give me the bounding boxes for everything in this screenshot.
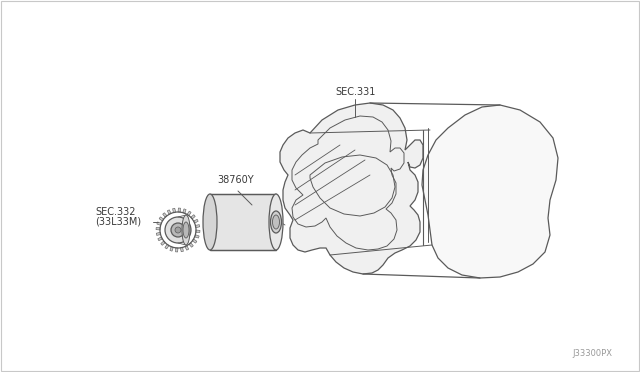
Ellipse shape	[182, 215, 190, 245]
Polygon shape	[159, 217, 164, 221]
Ellipse shape	[183, 222, 189, 238]
Text: J33300PX: J33300PX	[572, 349, 612, 358]
Ellipse shape	[273, 215, 280, 229]
Polygon shape	[195, 235, 199, 238]
Polygon shape	[175, 248, 178, 252]
Polygon shape	[163, 213, 167, 217]
Polygon shape	[187, 211, 191, 216]
Bar	[210, 194, 276, 250]
Polygon shape	[191, 215, 195, 219]
Polygon shape	[182, 209, 186, 214]
Polygon shape	[165, 244, 169, 249]
Polygon shape	[422, 105, 558, 278]
Polygon shape	[167, 210, 171, 214]
Polygon shape	[178, 208, 180, 212]
Polygon shape	[156, 227, 160, 230]
Ellipse shape	[203, 194, 217, 250]
Circle shape	[175, 227, 181, 233]
Text: SEC.332: SEC.332	[95, 207, 136, 217]
Polygon shape	[158, 237, 163, 241]
Polygon shape	[180, 247, 184, 252]
Polygon shape	[196, 230, 200, 232]
Polygon shape	[173, 208, 175, 213]
Text: SEC.331: SEC.331	[335, 87, 376, 97]
Text: 38760Y: 38760Y	[217, 175, 253, 185]
Polygon shape	[189, 243, 193, 247]
Polygon shape	[280, 103, 423, 274]
Polygon shape	[193, 219, 198, 223]
Ellipse shape	[269, 194, 283, 250]
Polygon shape	[192, 239, 197, 243]
Text: (33L33M): (33L33M)	[95, 217, 141, 227]
Polygon shape	[195, 225, 200, 228]
Ellipse shape	[271, 211, 282, 233]
Polygon shape	[157, 222, 161, 225]
Circle shape	[171, 223, 185, 237]
Circle shape	[165, 217, 191, 243]
Polygon shape	[170, 247, 173, 251]
Polygon shape	[161, 241, 165, 245]
Polygon shape	[185, 246, 189, 250]
Polygon shape	[156, 232, 161, 235]
